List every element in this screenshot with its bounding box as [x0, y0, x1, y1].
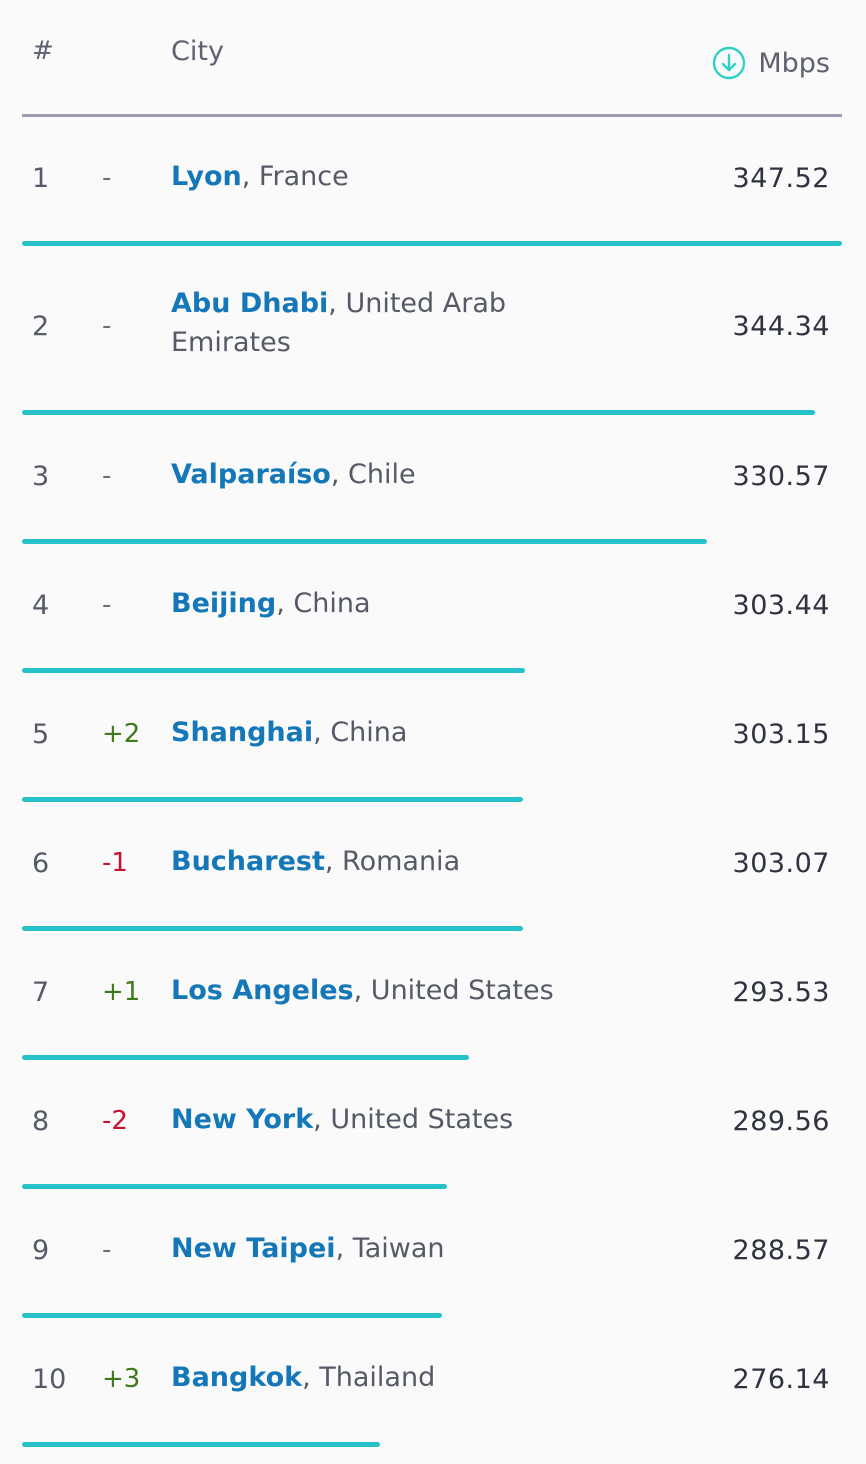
location-label: Valparaíso, Chile	[171, 455, 571, 494]
country-name: France	[250, 161, 349, 192]
table-row: 10 +3 Bangkok, Thailand 276.14	[0, 1319, 866, 1448]
city-separator: ,	[324, 846, 334, 877]
table-row: 3 - Valparaíso, Chile 330.57	[0, 416, 866, 545]
city-link[interactable]: Los Angeles	[171, 975, 354, 1006]
rank-change: -	[102, 590, 112, 620]
country-name: Romania	[333, 846, 461, 877]
rank-change: -	[102, 1235, 112, 1265]
rank-number: 6	[32, 848, 50, 879]
speed-bar	[22, 539, 707, 544]
speed-value: 288.57	[732, 1235, 830, 1266]
location-label: New York, United States	[171, 1100, 571, 1139]
country-name: Taiwan	[344, 1233, 445, 1264]
header-divider	[22, 114, 842, 117]
location-label: New Taipei, Taiwan	[171, 1229, 571, 1268]
speed-value: 347.52	[732, 163, 830, 194]
rank-change: +1	[102, 977, 141, 1007]
speed-value: 276.14	[732, 1364, 830, 1395]
rank-number: 8	[32, 1106, 50, 1137]
speed-bar	[22, 241, 842, 246]
rank-change: +2	[102, 719, 141, 749]
speed-bar	[22, 926, 523, 931]
city-separator: ,	[335, 1233, 345, 1264]
country-name: United States	[362, 975, 554, 1006]
city-link[interactable]: Valparaíso	[171, 459, 331, 490]
country-name: China	[284, 588, 371, 619]
city-separator: ,	[241, 161, 251, 192]
rank-change: -	[102, 311, 112, 341]
city-link[interactable]: Beijing	[171, 588, 277, 619]
city-separator: ,	[328, 288, 337, 319]
table-row: 2 - Abu Dhabi, United Arab Emirates 344.34	[0, 247, 866, 416]
rank-number: 9	[32, 1235, 50, 1266]
table-row: 6 -1 Bucharest, Romania 303.07	[0, 803, 866, 932]
location-label: Lyon, France	[171, 157, 571, 196]
city-separator: ,	[313, 1104, 322, 1135]
speed-bar	[22, 668, 525, 673]
city-separator: ,	[276, 588, 285, 619]
city-link[interactable]: New Taipei	[171, 1233, 336, 1264]
table-row: 1 - Lyon, France 347.52	[0, 118, 866, 247]
city-column-header: City	[171, 36, 224, 67]
city-separator: ,	[302, 1362, 311, 1393]
country-name: United Arab Emirates	[171, 288, 507, 358]
table-row: 4 - Beijing, China 303.44	[0, 545, 866, 674]
rank-change: -1	[102, 848, 128, 878]
country-name: China	[321, 717, 408, 748]
rank-change: +3	[102, 1364, 141, 1394]
location-label: Shanghai, China	[171, 713, 571, 752]
speed-value: 289.56	[732, 1106, 830, 1137]
rank-number: 1	[32, 163, 50, 194]
rank-change: -	[102, 163, 112, 193]
speed-value: 303.07	[732, 848, 830, 879]
speed-value: 330.57	[732, 461, 830, 492]
speed-unit-label: Mbps	[758, 47, 830, 79]
city-separator: ,	[330, 459, 340, 490]
rank-column-header: #	[32, 36, 54, 66]
location-label: Abu Dhabi, United Arab Emirates	[171, 284, 531, 362]
city-link[interactable]: Bangkok	[171, 1362, 303, 1393]
speed-column-header: Mbps	[712, 46, 830, 80]
speed-bar	[22, 1184, 447, 1189]
city-link[interactable]: Abu Dhabi	[171, 288, 329, 319]
speed-bar	[22, 1442, 380, 1447]
speed-bar	[22, 797, 523, 802]
country-name: United States	[321, 1104, 514, 1135]
speed-value: 293.53	[732, 977, 830, 1008]
table-row: 9 - New Taipei, Taiwan 288.57	[0, 1190, 866, 1319]
speed-bar	[22, 1055, 469, 1060]
city-link[interactable]: New York	[171, 1104, 314, 1135]
table-header: # City Mbps	[0, 0, 866, 118]
city-link[interactable]: Lyon	[171, 161, 242, 192]
speed-bar	[22, 410, 815, 415]
rank-number: 10	[32, 1364, 67, 1395]
rank-number: 7	[32, 977, 50, 1008]
country-name: Thailand	[310, 1362, 436, 1393]
location-label: Bucharest, Romania	[171, 842, 571, 881]
speed-value: 303.44	[732, 590, 830, 621]
download-arrow-circle-icon	[713, 46, 746, 80]
table-row: 5 +2 Shanghai, China 303.15	[0, 674, 866, 803]
location-label: Beijing, China	[171, 584, 571, 623]
rank-change: -	[102, 461, 112, 491]
location-label: Bangkok, Thailand	[171, 1358, 571, 1397]
location-label: Los Angeles, United States	[171, 971, 571, 1010]
table-row: 8 -2 New York, United States 289.56	[0, 1061, 866, 1190]
rank-number: 4	[32, 590, 50, 621]
speed-bar	[22, 1313, 442, 1318]
country-name: Chile	[339, 459, 416, 490]
city-separator: ,	[313, 717, 322, 748]
city-link[interactable]: Bucharest	[171, 846, 325, 877]
rank-number: 5	[32, 719, 50, 750]
speed-value: 344.34	[732, 311, 830, 342]
city-link[interactable]: Shanghai	[171, 717, 314, 748]
speed-value: 303.15	[732, 719, 830, 750]
rank-change: -2	[102, 1106, 128, 1136]
rank-number: 3	[32, 461, 50, 492]
city-separator: ,	[353, 975, 363, 1006]
table-row: 7 +1 Los Angeles, United States 293.53	[0, 932, 866, 1061]
rank-number: 2	[32, 311, 50, 342]
